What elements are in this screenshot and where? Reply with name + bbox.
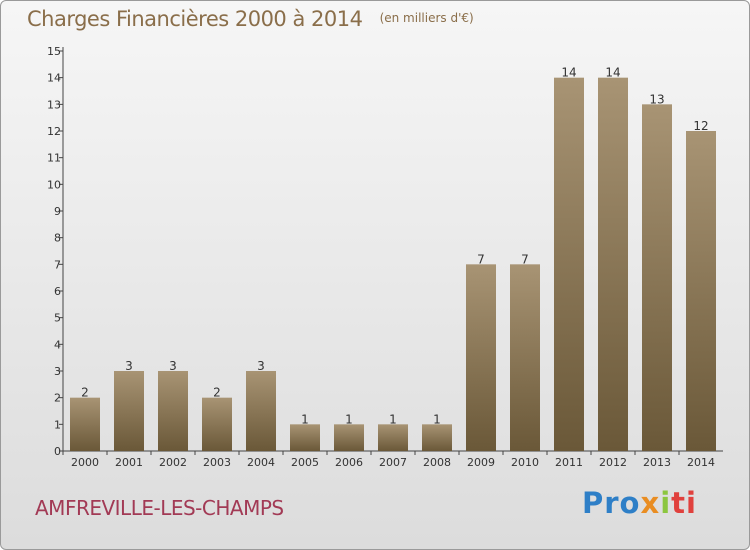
bar-2001 (114, 371, 144, 451)
x-tick-label-2013: 2013 (643, 456, 671, 469)
chart-title-block: Charges Financières 2000 à 2014 (en mill… (27, 7, 474, 31)
x-tick-label-2009: 2009 (467, 456, 495, 469)
data-label-2012: 14 (605, 66, 620, 80)
x-tick-label-2004: 2004 (247, 456, 275, 469)
data-label-2001: 3 (125, 359, 133, 373)
data-label-2006: 1 (345, 412, 353, 426)
logo-part-2: x (640, 486, 661, 520)
bar-2010 (510, 264, 540, 451)
x-tick-label-2014: 2014 (687, 456, 715, 469)
x-tick-label-2007: 2007 (379, 456, 407, 469)
chart-title: Charges Financières 2000 à 2014 (27, 7, 363, 31)
data-label-2011: 14 (561, 66, 576, 80)
x-tick-label-2005: 2005 (291, 456, 319, 469)
town-name: AMFREVILLE-LES-CHAMPS (35, 496, 284, 520)
bar-2009 (466, 264, 496, 451)
x-tick-label-2012: 2012 (599, 456, 627, 469)
bar-2006 (334, 424, 364, 451)
y-tick-label: 9 (54, 205, 61, 218)
y-tick-label: 15 (47, 45, 61, 58)
chart-bars (70, 77, 716, 452)
y-tick-label: 5 (54, 312, 61, 325)
y-tick-label: 11 (47, 152, 61, 165)
y-tick-label: 1 (54, 418, 61, 431)
y-tick-label: 3 (54, 365, 61, 378)
data-label-2009: 7 (477, 252, 485, 266)
data-label-2004: 3 (257, 359, 265, 373)
y-tick-label: 8 (54, 232, 61, 245)
x-tick-label-2010: 2010 (511, 456, 539, 469)
logo-part-1: Pro (582, 486, 641, 520)
bar-2003 (202, 397, 232, 451)
data-label-2005: 1 (301, 412, 309, 426)
x-tick-label-2008: 2008 (423, 456, 451, 469)
data-label-2014: 12 (693, 119, 708, 133)
bar-2004 (246, 371, 276, 451)
y-tick-label: 7 (54, 258, 61, 271)
x-tick-label-2011: 2011 (555, 456, 583, 469)
data-label-2007: 1 (389, 412, 397, 426)
data-label-2002: 3 (169, 359, 177, 373)
data-label-2010: 7 (521, 252, 529, 266)
bar-2013 (642, 104, 672, 451)
x-tick-label-2006: 2006 (335, 456, 363, 469)
data-label-2013: 13 (649, 92, 664, 106)
data-label-2003: 2 (213, 386, 221, 400)
y-tick-label: 14 (47, 72, 61, 85)
data-label-2008: 1 (433, 412, 441, 426)
x-tick-label-2002: 2002 (159, 456, 187, 469)
bar-2011 (554, 77, 584, 452)
logo-part-3: i (660, 486, 672, 520)
y-tick-label: 13 (47, 98, 61, 111)
bar-2008 (422, 424, 452, 451)
y-tick-label: 0 (54, 445, 61, 458)
x-tick-label-2000: 2000 (71, 456, 99, 469)
y-tick-label: 2 (54, 392, 61, 405)
bar-2000 (70, 397, 100, 451)
y-tick-label: 10 (47, 178, 61, 191)
chart-subtitle: (en milliers d'€) (379, 11, 474, 25)
proxiti-logo: Proxiti (582, 486, 697, 520)
x-tick-label-2003: 2003 (203, 456, 231, 469)
logo-part-4: ti (671, 486, 697, 520)
bar-2014 (686, 131, 716, 451)
x-tick-label-2001: 2001 (115, 456, 143, 469)
data-label-2000: 2 (81, 386, 89, 400)
bar-2012 (598, 77, 628, 452)
y-tick-label: 12 (47, 125, 61, 138)
bar-2002 (158, 371, 188, 451)
bar-2005 (290, 424, 320, 451)
chart-labels: 2 2000 3 2001 3 2002 2 2003 3 2004 1 2005 1 2006 1 2007… (71, 66, 715, 469)
bar-2007 (378, 424, 408, 451)
y-tick-label: 6 (54, 285, 61, 298)
y-tick-label: 4 (54, 338, 61, 351)
